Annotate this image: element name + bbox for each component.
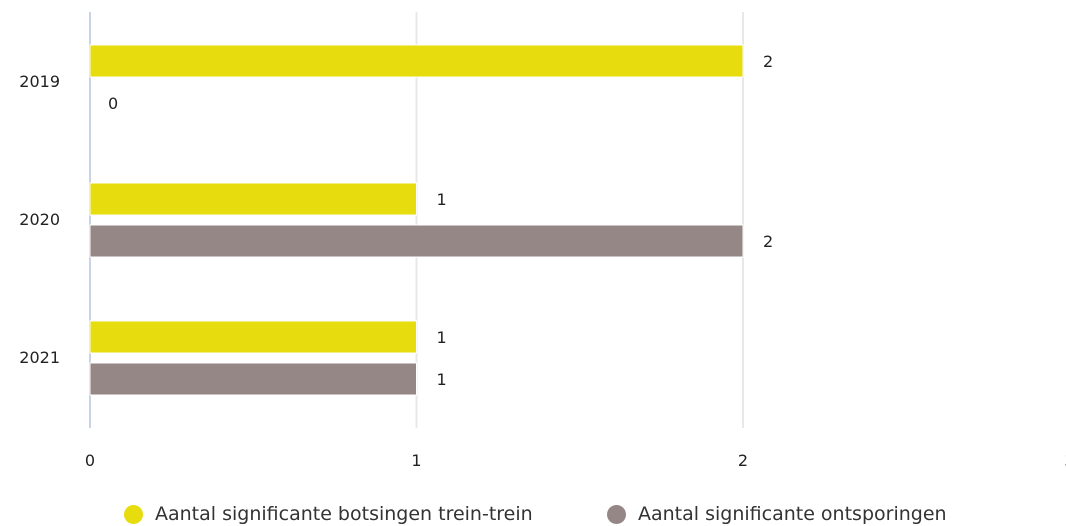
category-label-2020: 2020	[19, 210, 60, 229]
x-tick-label-3: 3	[1064, 451, 1066, 470]
x-tick-label-1: 1	[411, 451, 421, 470]
legend-swatch-series-2	[607, 504, 626, 524]
data-label-2021-series-2: 1	[437, 370, 447, 389]
labels: 0123201920202012202111	[19, 52, 1066, 470]
x-tick-label-0: 0	[85, 451, 95, 470]
legend-label-series-2: Aantal significante ontsporingen	[638, 503, 947, 525]
bar-2020-series-2	[89, 224, 744, 258]
gridlines	[89, 12, 744, 428]
category-label-2021: 2021	[19, 348, 60, 367]
bar-2020-series-1	[89, 182, 417, 216]
bar-2019-series-1	[89, 44, 744, 78]
data-label-2020-series-1: 1	[437, 190, 447, 209]
legend-label-series-1: Aantal significante botsingen trein-trei…	[155, 503, 533, 525]
legend: Aantal significante botsingen trein-trei…	[0, 503, 1066, 526]
x-tick-label-2: 2	[738, 451, 748, 470]
legend-swatch-series-1	[124, 504, 143, 524]
bar-2021-series-2	[89, 362, 417, 396]
bar-2021-series-1	[89, 320, 417, 354]
data-label-2020-series-2: 2	[763, 232, 773, 251]
legend-item-series-1[interactable]: Aantal significante botsingen trein-trei…	[124, 503, 533, 525]
data-label-2019-series-1: 2	[763, 52, 773, 71]
data-label-2019-series-2: 0	[108, 94, 118, 113]
bar-chart: 0123201920202012202111	[19, 12, 1066, 470]
data-label-2021-series-1: 1	[437, 328, 447, 347]
category-label-2019: 2019	[19, 72, 60, 91]
legend-item-series-2[interactable]: Aantal significante ontsporingen	[607, 503, 947, 525]
bars	[89, 44, 744, 396]
